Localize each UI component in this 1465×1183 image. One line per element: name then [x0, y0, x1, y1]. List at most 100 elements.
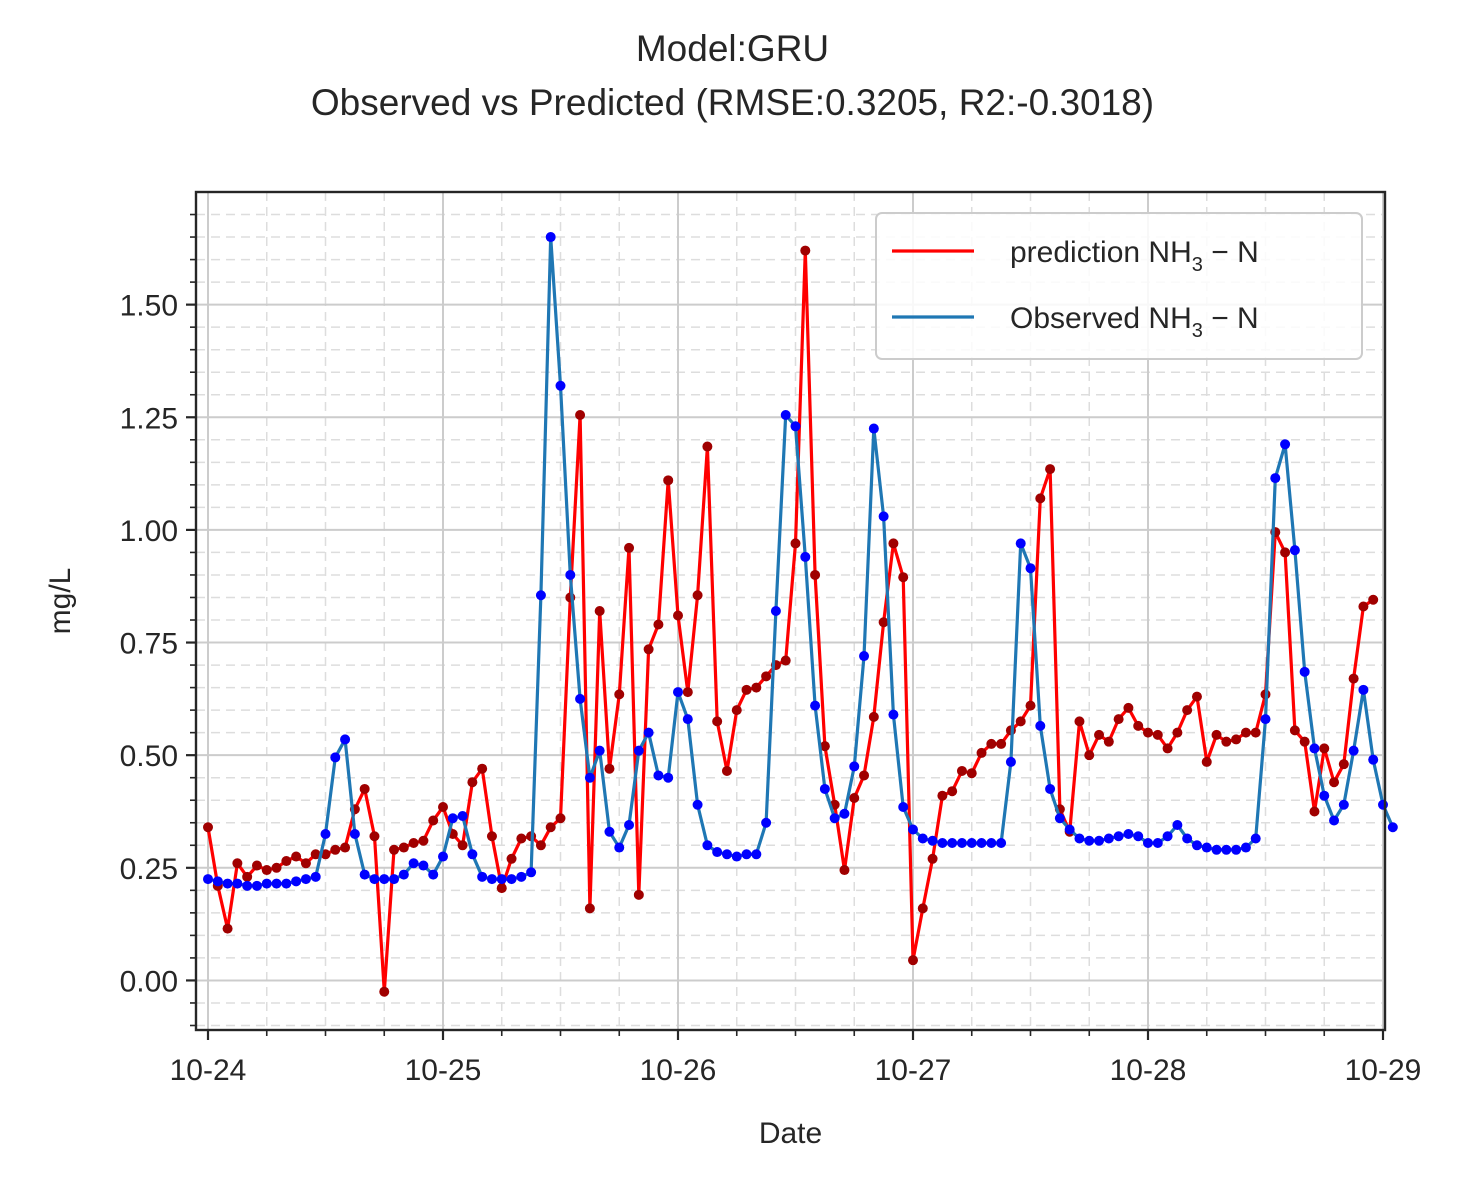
- data-point: [976, 838, 987, 849]
- data-point: [956, 765, 967, 776]
- data-point: [614, 689, 625, 700]
- data-point: [1289, 545, 1300, 556]
- data-point: [673, 687, 683, 698]
- data-point: [1368, 754, 1379, 765]
- x-axis-label: Date: [759, 1117, 822, 1150]
- data-point: [1280, 439, 1291, 450]
- data-point: [516, 871, 527, 882]
- data-point: [624, 542, 635, 553]
- data-point: [496, 874, 507, 885]
- data-point: [1240, 842, 1251, 853]
- data-point: [242, 880, 253, 891]
- data-point: [1191, 691, 1202, 702]
- data-point: [1368, 594, 1379, 605]
- series-layer: [203, 232, 1398, 997]
- data-point: [859, 651, 870, 662]
- data-point: [1143, 727, 1153, 738]
- tick-marks: [186, 213, 1385, 1040]
- data-point: [1133, 831, 1144, 842]
- data-point: [947, 786, 958, 797]
- tick-labels: 10-24 10-25 10-26 10-27 10-28 10-29 0.00 0.25 0.…: [120, 290, 1422, 1087]
- data-point: [1123, 829, 1134, 840]
- data-point: [1309, 806, 1320, 817]
- data-point: [1113, 714, 1124, 725]
- data-point: [349, 829, 360, 840]
- data-point: [800, 245, 811, 256]
- data-point: [526, 867, 537, 878]
- data-point: [937, 790, 948, 801]
- data-point: [770, 606, 781, 616]
- data-point: [496, 883, 507, 894]
- data-point: [584, 903, 595, 914]
- data-point: [1094, 729, 1105, 740]
- data-point: [1231, 844, 1242, 855]
- data-point: [232, 878, 243, 889]
- data-point: [1035, 493, 1046, 504]
- data-point: [819, 783, 830, 794]
- data-point: [1162, 831, 1173, 842]
- legend: prediction NH3 − N Observed NH3 − N: [875, 212, 1363, 360]
- data-point: [1358, 684, 1369, 695]
- data-point: [1103, 833, 1114, 844]
- data-point: [673, 610, 683, 621]
- data-point: [751, 849, 762, 860]
- data-point: [281, 878, 292, 889]
- data-point: [340, 842, 351, 853]
- data-point: [721, 765, 732, 776]
- data-point: [379, 986, 390, 997]
- y-tick-label: 1.25: [120, 402, 178, 435]
- data-point: [310, 849, 321, 860]
- data-point: [1162, 743, 1173, 754]
- data-point: [545, 822, 556, 833]
- y-tick-label: 1.00: [120, 515, 178, 548]
- y-tick-label: 0.75: [120, 628, 178, 661]
- data-point: [291, 876, 302, 887]
- data-point: [408, 838, 419, 849]
- data-point: [878, 617, 889, 628]
- data-point: [477, 763, 488, 774]
- data-point: [1280, 547, 1291, 558]
- data-point: [486, 831, 497, 842]
- x-tick-label: 10-25: [405, 1054, 482, 1087]
- data-point: [379, 874, 390, 885]
- data-point: [389, 874, 400, 885]
- data-point: [555, 380, 566, 391]
- y-tick-label: 0.00: [120, 965, 178, 998]
- data-point: [966, 768, 977, 779]
- data-point: [761, 671, 772, 682]
- data-point: [1299, 666, 1310, 677]
- data-point: [1270, 473, 1281, 484]
- y-tick-label: 1.50: [120, 290, 178, 323]
- data-point: [996, 838, 1007, 849]
- data-point: [1182, 833, 1193, 844]
- data-point: [741, 849, 752, 860]
- data-point: [878, 511, 889, 522]
- data-point: [692, 590, 703, 601]
- data-point: [212, 876, 223, 887]
- data-point: [682, 687, 693, 698]
- data-point: [604, 826, 615, 837]
- data-point: [1045, 464, 1056, 475]
- data-point: [222, 878, 233, 889]
- data-point: [535, 840, 546, 851]
- data-point: [1348, 745, 1359, 756]
- data-point: [1113, 831, 1124, 842]
- data-point: [1074, 833, 1085, 844]
- data-point: [222, 923, 233, 934]
- data-point: [418, 835, 429, 846]
- data-point: [917, 903, 928, 914]
- data-point: [369, 874, 380, 885]
- data-point: [408, 858, 419, 869]
- data-point: [1084, 835, 1095, 846]
- data-point: [1221, 844, 1232, 855]
- data-point: [1143, 838, 1153, 849]
- y-axis-label: mg/L: [44, 568, 77, 635]
- data-point: [467, 849, 478, 860]
- data-point: [1231, 734, 1242, 745]
- data-point: [1015, 716, 1026, 727]
- data-point: [702, 840, 713, 851]
- data-point: [712, 847, 723, 858]
- data-point: [604, 763, 615, 774]
- data-point: [1378, 799, 1388, 810]
- data-point: [232, 858, 243, 869]
